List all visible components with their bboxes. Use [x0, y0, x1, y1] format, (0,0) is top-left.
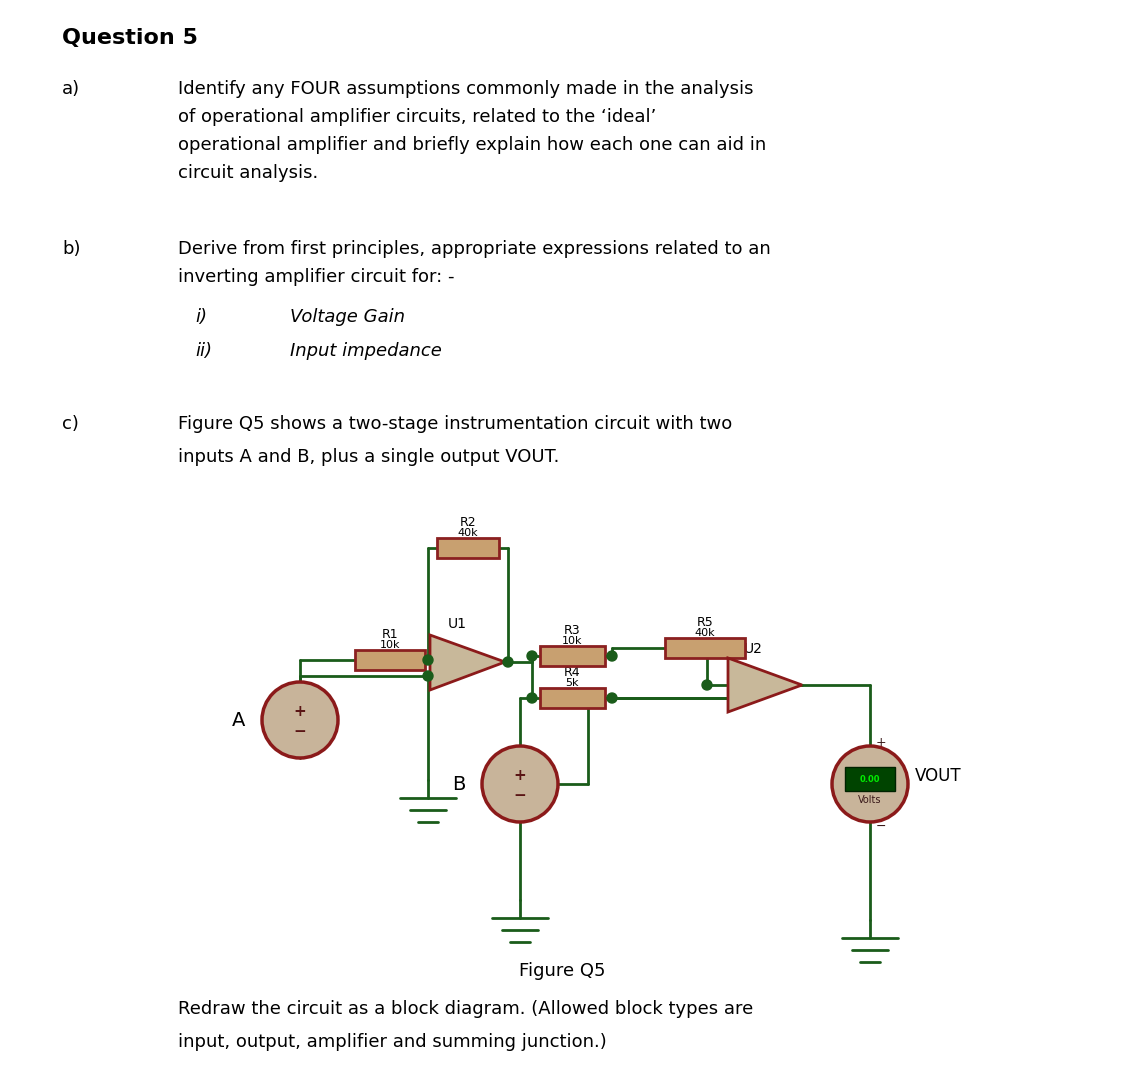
Text: Figure Q5 shows a two-stage instrumentation circuit with two: Figure Q5 shows a two-stage instrumentat…: [178, 415, 732, 433]
Text: Identify any FOUR assumptions commonly made in the analysis: Identify any FOUR assumptions commonly m…: [178, 80, 753, 98]
Text: inputs A and B, plus a single output VOUT.: inputs A and B, plus a single output VOU…: [178, 448, 560, 466]
Text: R4: R4: [564, 666, 580, 679]
Text: A: A: [232, 711, 245, 729]
FancyBboxPatch shape: [665, 638, 745, 659]
FancyBboxPatch shape: [437, 538, 499, 558]
Text: −: −: [434, 639, 446, 654]
Text: Question 5: Question 5: [62, 28, 198, 48]
Text: Voltage Gain: Voltage Gain: [290, 308, 405, 326]
Text: −: −: [514, 789, 526, 804]
Text: +: +: [293, 704, 307, 719]
Polygon shape: [728, 659, 803, 712]
Text: Volts: Volts: [859, 795, 881, 805]
FancyBboxPatch shape: [540, 646, 605, 666]
Text: +: +: [732, 691, 745, 706]
Text: 40k: 40k: [695, 628, 715, 638]
Text: R3: R3: [564, 624, 580, 637]
Text: of operational amplifier circuits, related to the ‘ideal’: of operational amplifier circuits, relat…: [178, 108, 656, 126]
Circle shape: [482, 746, 558, 822]
FancyBboxPatch shape: [845, 766, 895, 791]
Text: U2: U2: [744, 642, 763, 656]
Text: R1: R1: [382, 628, 398, 641]
Text: operational amplifier and briefly explain how each one can aid in: operational amplifier and briefly explai…: [178, 136, 767, 154]
Text: 5k: 5k: [565, 678, 579, 688]
Text: b): b): [62, 241, 81, 258]
Text: input, output, amplifier and summing junction.): input, output, amplifier and summing jun…: [178, 1033, 607, 1051]
Text: Input impedance: Input impedance: [290, 342, 442, 360]
Circle shape: [607, 651, 617, 661]
Text: 0.00: 0.00: [860, 775, 880, 784]
Circle shape: [423, 655, 433, 665]
Text: 10k: 10k: [380, 640, 400, 650]
Text: Figure Q5: Figure Q5: [519, 962, 605, 980]
Text: +: +: [876, 735, 887, 748]
Text: 40k: 40k: [457, 528, 479, 538]
Polygon shape: [430, 635, 505, 690]
Text: VOUT: VOUT: [915, 766, 962, 785]
Circle shape: [702, 680, 711, 690]
Circle shape: [423, 671, 433, 681]
Text: 10k: 10k: [562, 636, 582, 646]
Circle shape: [607, 693, 617, 703]
Text: R2: R2: [460, 516, 477, 529]
Circle shape: [262, 682, 338, 758]
Text: inverting amplifier circuit for: -: inverting amplifier circuit for: -: [178, 268, 454, 286]
Circle shape: [832, 746, 908, 822]
Text: B: B: [452, 775, 465, 793]
Text: ii): ii): [194, 342, 212, 360]
Text: a): a): [62, 80, 80, 98]
Text: i): i): [194, 308, 207, 326]
FancyBboxPatch shape: [355, 650, 425, 670]
FancyBboxPatch shape: [540, 688, 605, 708]
Text: Derive from first principles, appropriate expressions related to an: Derive from first principles, appropriat…: [178, 241, 771, 258]
Circle shape: [504, 657, 513, 667]
Circle shape: [527, 651, 537, 661]
Text: −: −: [293, 725, 307, 740]
Text: circuit analysis.: circuit analysis.: [178, 164, 318, 182]
Text: −: −: [876, 820, 887, 833]
Text: U1: U1: [448, 617, 466, 631]
Text: +: +: [434, 668, 446, 683]
Text: −: −: [732, 665, 745, 680]
Text: Redraw the circuit as a block diagram. (Allowed block types are: Redraw the circuit as a block diagram. (…: [178, 1000, 753, 1018]
Text: c): c): [62, 415, 79, 433]
Text: +: +: [514, 769, 526, 784]
Circle shape: [527, 693, 537, 703]
Text: R5: R5: [697, 616, 714, 629]
